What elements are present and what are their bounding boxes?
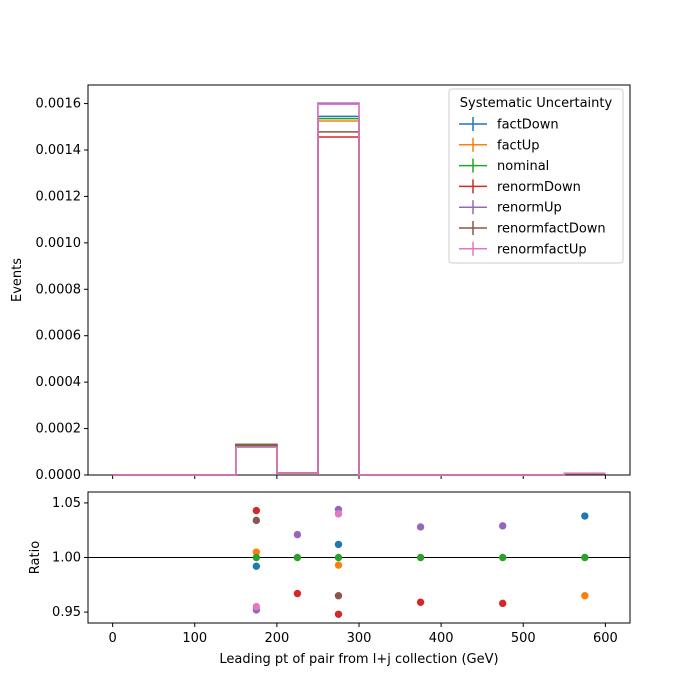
ratio-point-factDown [252,562,261,570]
ratio-point-renormDown [293,589,302,598]
legend-label-nominal: nominal [497,159,549,174]
legend-label-renormfactUp: renormfactUp [497,242,587,257]
ratio-ytick-label: 1.05 [52,496,81,511]
ratio-xtick-label: 0 [108,631,116,646]
ratio-point-renormUp [416,523,425,531]
ratio-point-nominal [252,553,261,562]
ratio-point-renormDown [252,506,261,515]
ratio-point-renormfactUp [252,602,261,611]
top-ytick-label: 0.0004 [36,375,82,390]
legend-label-renormUp: renormUp [497,201,562,216]
top-ytick-label: 0.0002 [36,422,82,437]
ratio-point-nominal [581,553,589,562]
ratio-ylabel: Ratio [28,541,43,574]
ratio-point-factUp [334,561,343,569]
ratio-point-renormfactDown [252,516,261,525]
legend-label-renormDown: renormDown [497,180,581,195]
x-axis-label: Leading pt of pair from l+j collection (… [219,652,498,667]
top-panel: 0.0000 0.0002 0.0004 0.0006 0.0008 0.0010 0.00… [10,84,631,483]
legend-label-factUp: factUp [497,138,540,153]
top-ytick-label: 0.0000 [36,468,82,483]
legend-label-factDown: factDown [497,118,559,133]
ratio-point-nominal [293,553,302,562]
ratio-point-renormDown [416,598,425,606]
top-ylabel: Events [10,258,25,302]
ratio-point-nominal [499,553,507,562]
ratio-point-factDown [581,512,589,520]
ratio-ytick-label: 1.00 [52,551,81,566]
ratio-xtick-label: 600 [593,631,618,646]
ratio-point-factUp [252,548,261,556]
ratio-point-nominal [334,553,343,562]
ratio-xtick-label: 300 [347,631,372,646]
ratio-point-renormUp [293,530,302,539]
ratio-ytick-label: 0.95 [52,605,81,620]
top-ytick-label: 0.0014 [36,143,82,158]
ratio-xtick-label: 200 [264,631,289,646]
top-ytick-label: 0.0012 [36,189,82,204]
ratio-xtick-label: 500 [511,631,536,646]
ratio-point-renormfactDown [334,592,343,600]
top-ytick-label: 0.0010 [36,236,82,251]
ratio-point-factUp [581,592,589,600]
top-ytick-label: 0.0006 [36,329,82,344]
ratio-point-renormUp [499,522,507,530]
top-ytick-label: 0.0016 [36,97,82,112]
legend-title: Systematic Uncertainty [460,96,613,111]
ratio-xtick-label: 100 [182,631,207,646]
ratio-xtick-label: 400 [429,631,454,646]
ratio-point-renormfactUp [334,510,343,518]
histogram-series-renormfactUp [112,103,606,476]
ratio-point-nominal [416,553,425,562]
legend-box [448,88,624,264]
ratio-point-renormDown [334,610,343,618]
ratio-panel: 0.95 1.00 1.05 0 100 200 300 400 500 600 Ratio Lead… [28,491,631,667]
ratio-point-factDown [334,540,343,549]
ratio-point-renormDown [499,599,507,608]
top-ytick-label: 0.0008 [36,282,82,297]
legend-label-renormfactDown: renormfactDown [497,222,606,237]
